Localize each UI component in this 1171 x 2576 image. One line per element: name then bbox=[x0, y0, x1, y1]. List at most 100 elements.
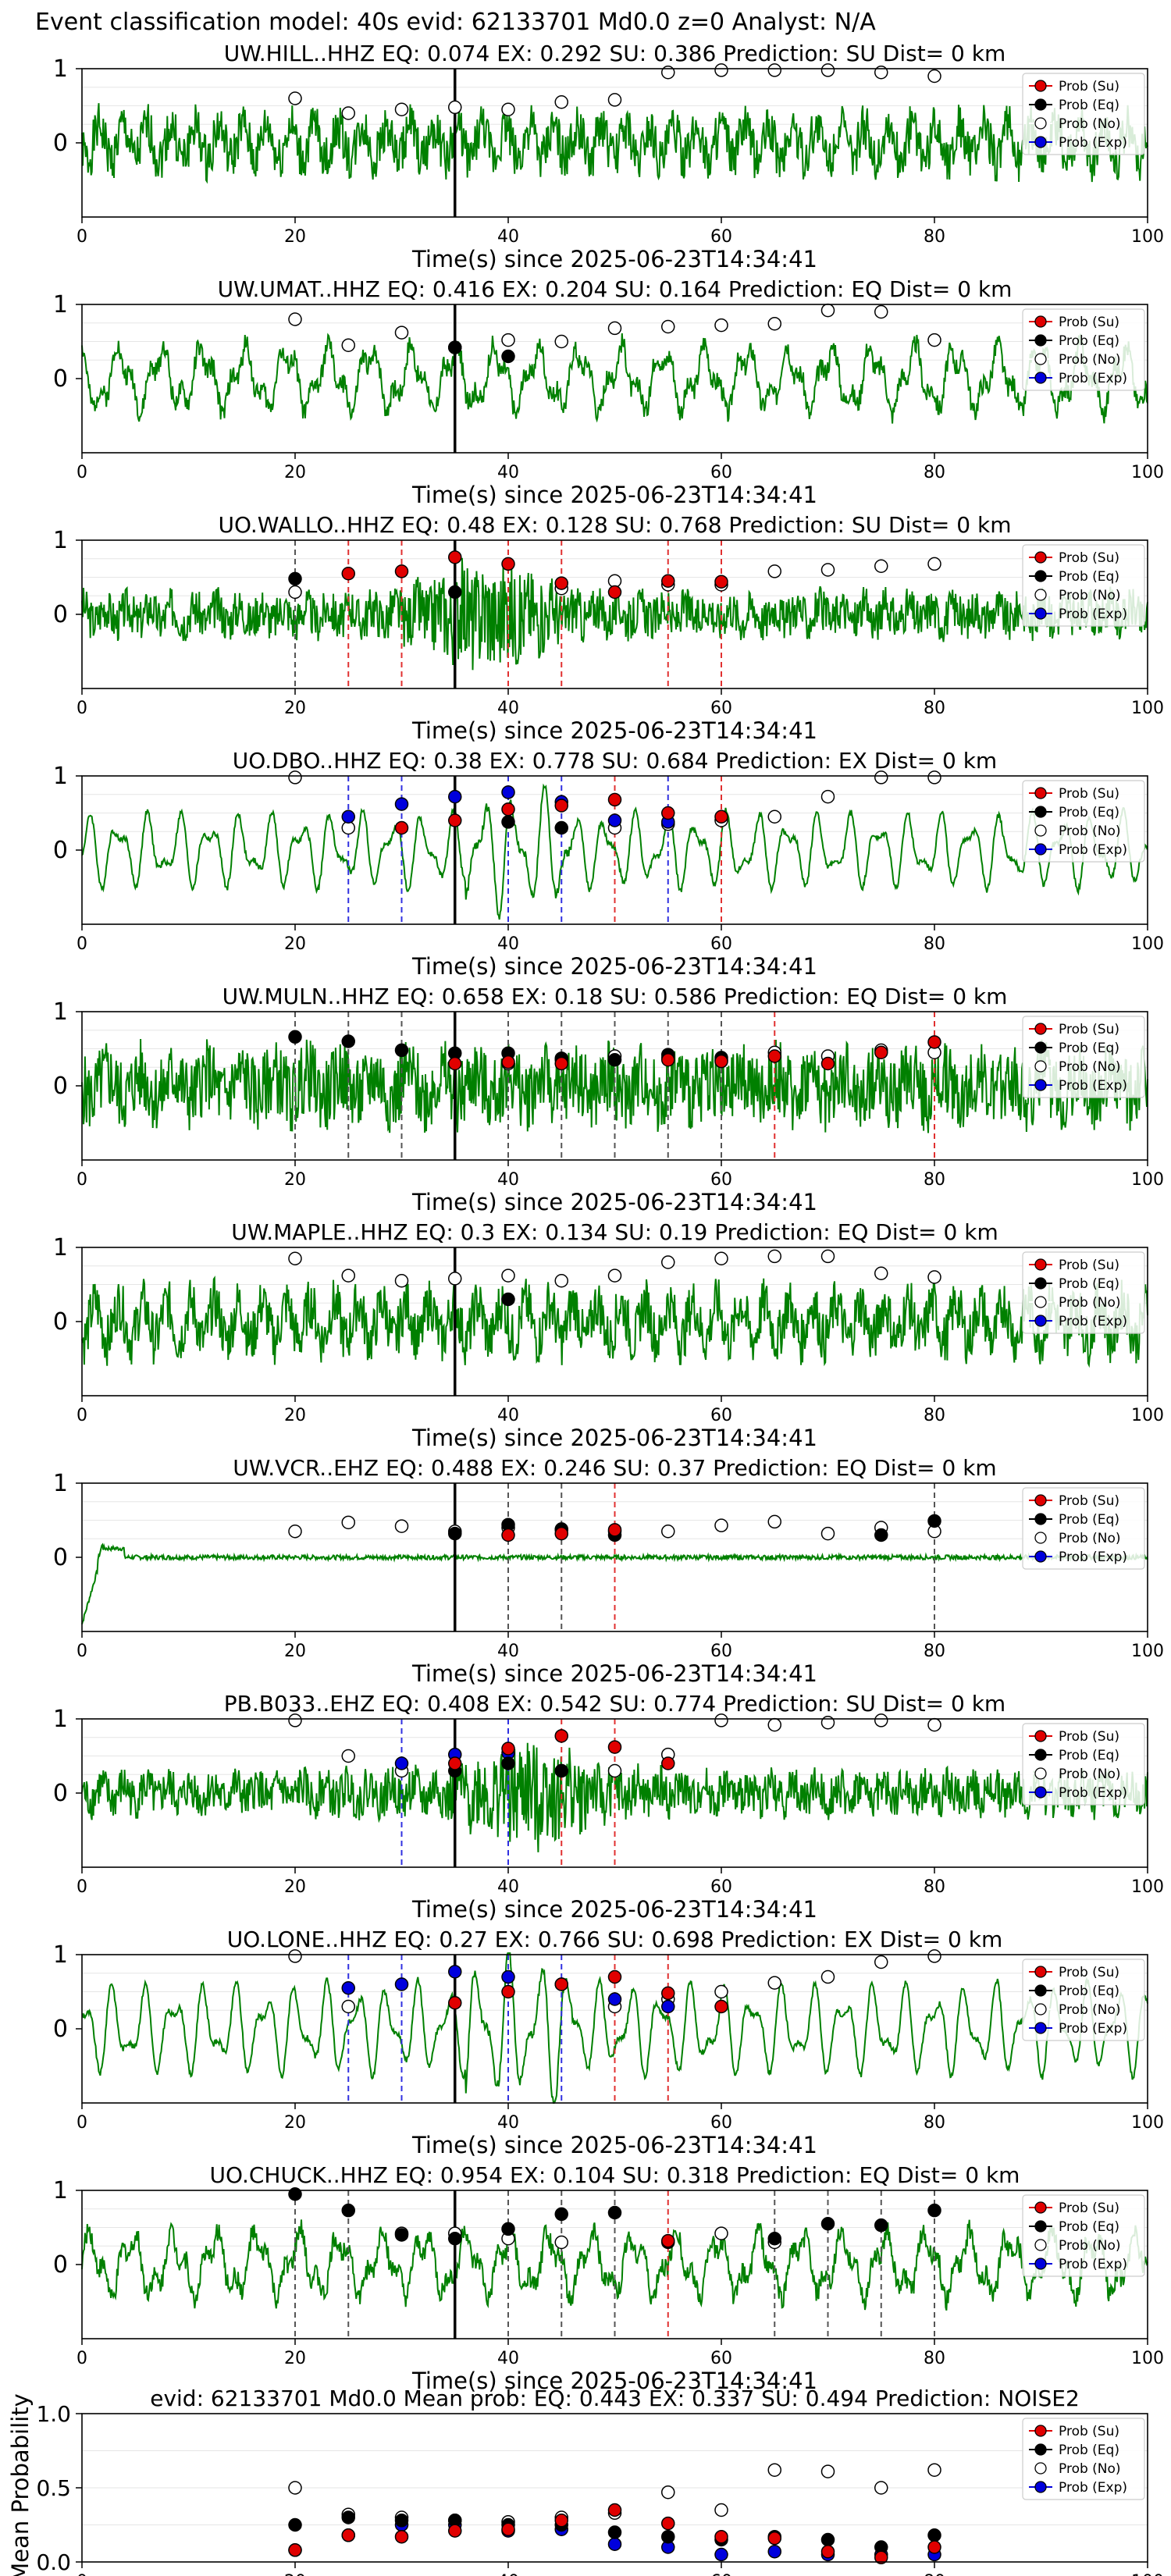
x-tick-label: 40 bbox=[497, 227, 519, 247]
legend-marker bbox=[1034, 2220, 1047, 2233]
x-tick-label: 40 bbox=[497, 934, 519, 954]
prob-no-point bbox=[714, 1713, 728, 1727]
prob-no-point bbox=[874, 2481, 888, 2495]
prob-no-point bbox=[341, 1999, 355, 2014]
legend-label: Prob (Exp) bbox=[1059, 2257, 1127, 2272]
prob-su-point bbox=[661, 1986, 675, 2001]
prob-eq-point bbox=[554, 820, 568, 835]
subplot-4: UO.DBO..HHZ EQ: 0.38 EX: 0.778 SU: 0.684… bbox=[53, 748, 1164, 980]
prob-su-point bbox=[607, 1740, 622, 1754]
legend-label: Prob (Su) bbox=[1059, 2201, 1119, 2216]
y-axis-label: Mean Probability bbox=[7, 2393, 34, 2576]
prob-no-point bbox=[874, 770, 888, 785]
x-tick-label: 60 bbox=[710, 463, 732, 482]
legend-marker bbox=[1034, 2425, 1047, 2437]
x-tick-label: 0 bbox=[77, 463, 87, 482]
legend-box bbox=[1022, 1723, 1145, 1806]
prob-eq-point bbox=[927, 1514, 941, 1528]
legend-marker bbox=[1034, 1277, 1047, 1290]
prob-no-point bbox=[661, 2485, 675, 2500]
x-tick-label: 60 bbox=[710, 227, 732, 247]
legend-label: Prob (Exp) bbox=[1059, 1314, 1127, 1329]
subplot-11: evid: 62133701 Md0.0 Mean prob: EQ: 0.44… bbox=[7, 2386, 1164, 2576]
legend-marker bbox=[1034, 2022, 1047, 2034]
prob-eq-point bbox=[607, 2525, 622, 2539]
legend-box bbox=[1022, 1016, 1145, 1098]
x-tick-label: 60 bbox=[710, 2113, 732, 2133]
prob-eq-point bbox=[501, 2222, 515, 2236]
axes-frame bbox=[81, 68, 1148, 218]
prob-eq-point bbox=[874, 1528, 888, 1542]
legend-marker bbox=[1034, 1550, 1047, 1563]
legend-label: Prob (Exp) bbox=[1059, 2021, 1127, 2037]
waveform-trace bbox=[81, 103, 1148, 184]
y-tick-label: 0 bbox=[53, 130, 68, 157]
prob-su-point bbox=[448, 550, 462, 564]
x-tick-label: 80 bbox=[924, 463, 945, 482]
prob-no-point bbox=[927, 2463, 941, 2477]
prob-su-point bbox=[501, 2522, 515, 2536]
y-tick-label: 1 bbox=[53, 1470, 68, 1497]
y-tick-label: 1 bbox=[53, 1941, 68, 1969]
legend-marker bbox=[1034, 1296, 1047, 1308]
legend-label: Prob (Su) bbox=[1059, 1258, 1119, 1273]
legend-box bbox=[1022, 2418, 1145, 2500]
legend-marker bbox=[1034, 1258, 1047, 1271]
legend: Prob (Su) Prob (Eq) Prob (No) Prob (Exp) bbox=[1022, 1723, 1145, 1806]
x-tick-label: 80 bbox=[924, 934, 945, 954]
legend-label: Prob (Eq) bbox=[1059, 1984, 1119, 1999]
x-axis-label: Time(s) since 2025-06-23T14:34:41 bbox=[411, 246, 817, 272]
prob-eq-point bbox=[288, 571, 302, 586]
prob-eq-point bbox=[661, 2529, 675, 2544]
prob-no-point bbox=[554, 334, 568, 349]
legend-marker bbox=[1034, 80, 1047, 92]
prob-no-point bbox=[820, 303, 835, 318]
x-axis-label: Time(s) since 2025-06-23T14:34:41 bbox=[411, 717, 817, 744]
legend-marker bbox=[1034, 843, 1047, 856]
prob-no-point bbox=[501, 1268, 515, 1283]
prob-su-point bbox=[554, 1977, 568, 1991]
x-tick-label: 20 bbox=[284, 1877, 306, 1897]
y-tick-label: 0 bbox=[53, 837, 68, 864]
legend-label: Prob (Exp) bbox=[1059, 371, 1127, 386]
prob-eq-point bbox=[288, 2187, 302, 2201]
y-tick-label: 1 bbox=[53, 1234, 68, 1261]
legend: Prob (Su) Prob (Eq) Prob (No) Prob (Exp) bbox=[1022, 544, 1145, 627]
prob-eq-point bbox=[288, 2517, 302, 2532]
prob-no-point bbox=[341, 1749, 355, 1763]
prob-eq-point bbox=[874, 2218, 888, 2233]
y-tick-label: 0.5 bbox=[36, 2475, 71, 2501]
prob-no-point bbox=[607, 93, 622, 107]
x-axis-label: Time(s) since 2025-06-23T14:34:41 bbox=[411, 2368, 817, 2394]
x-tick-label: 0 bbox=[77, 2113, 87, 2133]
x-tick-label: 60 bbox=[710, 934, 732, 954]
x-tick-label: 0 bbox=[77, 1877, 87, 1897]
prob-no-point bbox=[927, 770, 941, 785]
y-tick-label: 1 bbox=[53, 1706, 68, 1733]
x-axis-label: Time(s) since 2025-06-23T14:34:41 bbox=[411, 1660, 817, 1687]
x-tick-label: 100 bbox=[1131, 1406, 1164, 1425]
prob-no-point bbox=[288, 312, 302, 326]
legend-marker bbox=[1034, 1060, 1047, 1073]
y-tick-label: 1 bbox=[53, 2177, 68, 2204]
prob-no-point bbox=[661, 1525, 675, 1539]
subplot-panels: UW.HILL..HHZ EQ: 0.074 EX: 0.292 SU: 0.3… bbox=[7, 41, 1164, 2576]
prob-su-point bbox=[448, 813, 462, 827]
legend-label: Prob (No) bbox=[1059, 2461, 1121, 2477]
prob-exp-point bbox=[714, 2547, 728, 2562]
y-tick-label: 1.0 bbox=[36, 2401, 71, 2427]
legend: Prob (Su) Prob (Eq) Prob (No) Prob (Exp) bbox=[1022, 1487, 1145, 1570]
prob-no-point bbox=[714, 318, 728, 333]
prob-exp-point bbox=[341, 1981, 355, 1995]
legend-box bbox=[1022, 544, 1145, 627]
prob-exp-point bbox=[607, 813, 622, 827]
prob-su-point bbox=[661, 574, 675, 588]
legend-label: Prob (No) bbox=[1059, 2238, 1121, 2254]
prob-no-point bbox=[607, 1763, 622, 1778]
x-tick-label: 20 bbox=[284, 1406, 306, 1425]
x-tick-label: 60 bbox=[710, 2572, 732, 2576]
x-tick-label: 20 bbox=[284, 463, 306, 482]
x-tick-label: 0 bbox=[77, 699, 87, 718]
legend-label: Prob (Eq) bbox=[1059, 98, 1119, 113]
prob-no-point bbox=[767, 564, 781, 578]
